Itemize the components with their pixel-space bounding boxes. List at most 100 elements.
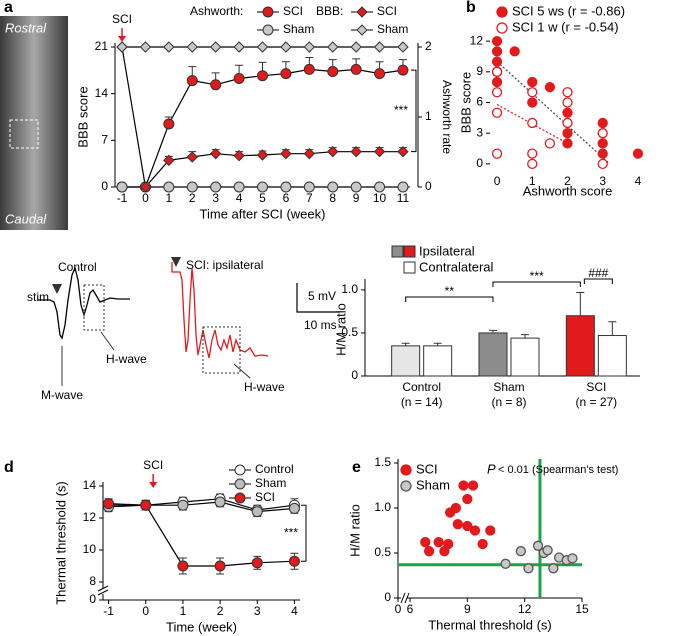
y2-tick-label: 0 bbox=[425, 179, 432, 193]
data-point bbox=[509, 46, 520, 57]
data-point bbox=[527, 87, 538, 98]
data-point bbox=[257, 70, 268, 82]
x-tick-label: 0 bbox=[142, 604, 149, 618]
y-tick-label: 10 bbox=[83, 542, 97, 556]
series-line bbox=[108, 503, 295, 567]
y-tick-label: 3 bbox=[476, 125, 483, 139]
data-point bbox=[450, 502, 462, 514]
panel-label: e bbox=[352, 459, 361, 476]
data-point bbox=[373, 145, 386, 158]
image-label: Caudal bbox=[5, 211, 47, 226]
data-point bbox=[210, 79, 222, 91]
data-point bbox=[139, 181, 152, 193]
x-tick-label: 1 bbox=[180, 604, 187, 618]
legend-marker bbox=[234, 478, 246, 490]
legend-swatch bbox=[391, 245, 404, 258]
data-point bbox=[527, 76, 538, 88]
legend-label: SCI bbox=[283, 4, 303, 18]
y-axis-label: Thermal threshold (s) bbox=[53, 481, 68, 605]
y-axis-label: H/M ratio bbox=[347, 504, 362, 557]
x-tick-label: 2 bbox=[564, 174, 571, 188]
data-point bbox=[303, 181, 315, 193]
legend-label: Contralateral bbox=[419, 259, 494, 274]
data-point bbox=[303, 147, 316, 160]
y-tick-label: 21 bbox=[95, 39, 109, 53]
legend-marker bbox=[234, 492, 246, 504]
y-tick-label: 12 bbox=[83, 510, 97, 524]
significance-bracket bbox=[583, 278, 613, 284]
data-point bbox=[374, 181, 386, 193]
x-tick-label: 1 bbox=[529, 174, 536, 188]
data-point bbox=[597, 148, 608, 159]
data-point bbox=[116, 41, 128, 53]
y-tick-label: 14 bbox=[83, 478, 97, 492]
data-point bbox=[397, 41, 409, 53]
legend-swatch bbox=[403, 261, 416, 274]
data-point bbox=[462, 493, 473, 505]
y-tick-label: 6 bbox=[476, 95, 483, 109]
x-tick-label: SCI bbox=[586, 380, 606, 394]
data-point bbox=[350, 41, 362, 53]
significance-label: *** bbox=[394, 103, 408, 117]
y-tick-label: 1.5 bbox=[374, 455, 391, 469]
data-point bbox=[210, 181, 222, 193]
legend-label: Control bbox=[255, 462, 294, 476]
data-point bbox=[452, 519, 463, 530]
trend-line bbox=[496, 61, 611, 165]
x-tick-label: 3 bbox=[212, 191, 219, 205]
data-point bbox=[491, 66, 503, 77]
y-tick-label: 0 bbox=[384, 590, 391, 604]
x-tick-label: 5 bbox=[259, 191, 266, 205]
y-tick-label: 1.0 bbox=[374, 500, 391, 514]
data-point bbox=[397, 64, 409, 76]
bar bbox=[423, 345, 453, 377]
data-point bbox=[397, 145, 409, 158]
data-point bbox=[233, 181, 245, 193]
trace-title: Control bbox=[58, 260, 97, 274]
x-tick-label: 11 bbox=[397, 191, 410, 205]
legend-label: Sham bbox=[416, 477, 450, 492]
data-point bbox=[469, 525, 481, 536]
data-point bbox=[462, 520, 473, 532]
data-point bbox=[632, 148, 644, 159]
trace-label: M-wave bbox=[41, 388, 83, 402]
data-point bbox=[280, 147, 292, 160]
error-bar bbox=[576, 291, 585, 316]
data-point bbox=[303, 41, 316, 53]
trace-label: H-wave bbox=[244, 380, 285, 394]
data-point bbox=[491, 148, 503, 159]
data-point bbox=[562, 117, 573, 129]
error-bar bbox=[521, 334, 529, 339]
axis-break bbox=[404, 592, 410, 604]
pointer bbox=[233, 363, 251, 379]
x-tick-label: 15 bbox=[575, 602, 589, 616]
data-point bbox=[491, 35, 503, 47]
legend-marker bbox=[400, 464, 412, 476]
stim-arrow bbox=[171, 257, 181, 267]
legend-label: SCI bbox=[416, 461, 438, 476]
data-point bbox=[233, 41, 245, 53]
x-tick-label: Sham bbox=[493, 380, 524, 394]
axis-break bbox=[98, 588, 108, 594]
legend-marker bbox=[496, 6, 508, 18]
data-point bbox=[350, 63, 362, 75]
x-tick-label: 8 bbox=[329, 191, 336, 205]
trace-label: stim bbox=[27, 290, 49, 304]
data-point bbox=[256, 41, 269, 53]
data-point bbox=[251, 506, 263, 518]
data-point bbox=[467, 480, 479, 491]
legend-label: SCI bbox=[255, 490, 275, 504]
y-tick-label: 7 bbox=[101, 133, 108, 147]
data-point bbox=[500, 558, 511, 569]
data-point bbox=[280, 181, 292, 193]
significance-bracket bbox=[492, 281, 581, 287]
legend-marker bbox=[234, 464, 246, 476]
data-point bbox=[163, 118, 175, 130]
data-point bbox=[532, 540, 544, 551]
bar bbox=[510, 337, 540, 377]
bar bbox=[565, 315, 595, 377]
y-tick-label: 12 bbox=[470, 33, 484, 47]
data-point bbox=[140, 499, 152, 511]
spinal-cord-image bbox=[0, 16, 68, 230]
